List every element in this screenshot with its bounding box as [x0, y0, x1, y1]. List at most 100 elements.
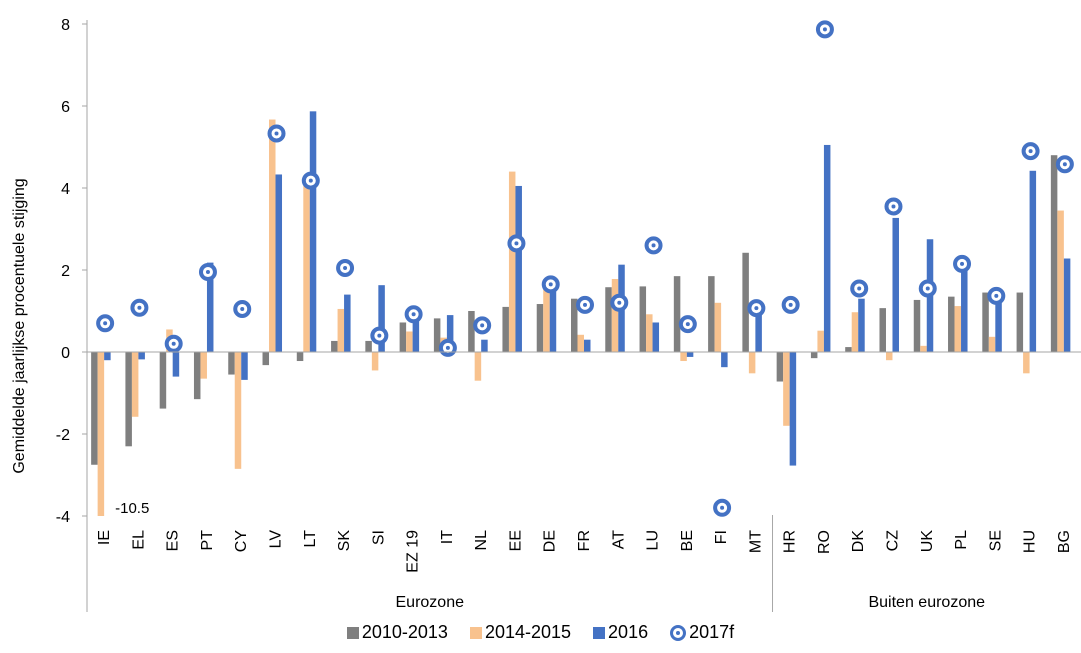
bar	[1029, 170, 1037, 352]
legend-label: 2010-2013	[361, 622, 448, 642]
marker-center	[891, 204, 896, 209]
bar	[508, 171, 516, 352]
category-label: DK	[850, 530, 867, 553]
bar	[961, 263, 968, 352]
legend-item: 2014-2015	[469, 622, 572, 643]
marker-center	[171, 341, 176, 346]
bar	[406, 331, 413, 352]
bar	[269, 119, 276, 352]
marker-center	[205, 270, 210, 275]
legend: 2010-2013 2014-2015 2016 2017f	[0, 622, 1081, 643]
bar	[646, 314, 653, 352]
category-label: CY	[233, 530, 250, 553]
bar	[125, 352, 132, 447]
marker-center	[411, 312, 416, 317]
marker-center	[240, 306, 245, 311]
bar	[892, 217, 899, 352]
y-axis-label: Gemiddelde jaarlijkse procentuele stijgi…	[11, 178, 28, 473]
category-label: SK	[336, 530, 353, 552]
bar	[810, 352, 818, 359]
category-label: FR	[576, 530, 593, 551]
marker-center	[788, 302, 793, 307]
legend-swatch	[469, 626, 482, 639]
group-label: Eurozone	[396, 594, 465, 611]
legend-label: 2014-2015	[484, 622, 572, 642]
bar	[755, 308, 762, 352]
category-label: EE	[507, 530, 524, 551]
bar	[159, 352, 167, 409]
marker-center	[720, 505, 725, 510]
bar	[789, 352, 797, 466]
bar	[104, 352, 111, 361]
marker-center	[548, 282, 553, 287]
category-label: NL	[473, 530, 490, 551]
marker-center	[651, 243, 656, 248]
category-label: PT	[199, 530, 216, 551]
markers	[96, 20, 1074, 517]
legend-item: 2016	[593, 622, 648, 643]
category-label: PL	[953, 530, 970, 550]
bar	[639, 286, 647, 352]
bar	[577, 334, 584, 352]
bar	[502, 306, 509, 352]
bar	[686, 352, 694, 357]
category-label: MT	[747, 530, 764, 553]
bar	[412, 318, 420, 352]
marker-center	[274, 131, 279, 136]
bar	[995, 302, 1002, 352]
bar	[584, 339, 591, 352]
marker-center	[480, 323, 485, 328]
category-label: ES	[165, 530, 182, 551]
bar	[714, 302, 722, 352]
legend-item: 2017f	[670, 622, 734, 643]
bar	[378, 285, 385, 352]
bar	[776, 352, 784, 382]
category-label: FI	[713, 530, 730, 544]
bar	[446, 315, 454, 352]
bar	[309, 111, 317, 352]
marker-center	[994, 293, 999, 298]
bar	[817, 330, 824, 352]
marker-center	[377, 333, 382, 338]
bar	[97, 352, 105, 516]
bar	[920, 345, 927, 352]
y-tick-label: 2	[61, 263, 70, 280]
category-label: IE	[96, 530, 113, 545]
bar	[652, 322, 660, 352]
category-label: IT	[439, 530, 456, 544]
category-label: SI	[370, 530, 387, 545]
bar	[1050, 155, 1058, 352]
legend-swatch	[346, 626, 359, 639]
bar	[206, 262, 214, 352]
marker-center	[822, 27, 827, 32]
category-label: EL	[130, 530, 147, 550]
bar	[885, 352, 893, 361]
data-label: -10.5	[115, 500, 149, 517]
marker-center	[583, 302, 587, 307]
legend-marker-swatch	[670, 624, 687, 641]
marker-center	[137, 305, 142, 310]
legend-item: 2010-2013	[346, 622, 448, 643]
bar	[344, 294, 351, 352]
bar	[275, 174, 283, 352]
y-tick-label: 0	[61, 345, 70, 362]
bar	[241, 352, 248, 380]
bar	[296, 352, 304, 362]
category-label: BG	[1056, 530, 1073, 553]
bar	[708, 276, 715, 352]
legend-label: 2017f	[689, 622, 735, 642]
y-tick-label: 4	[61, 181, 70, 198]
bar	[536, 304, 544, 352]
marker-center	[445, 345, 450, 350]
annotations: -10.5	[115, 500, 149, 517]
bar	[200, 352, 207, 379]
marker-center	[685, 322, 690, 327]
bar	[673, 276, 681, 352]
bar	[337, 308, 345, 352]
bar	[913, 299, 921, 352]
bar	[879, 308, 886, 352]
bar	[234, 352, 242, 469]
category-label: DE	[542, 530, 559, 552]
bar	[748, 352, 756, 374]
category-label: LU	[645, 530, 662, 550]
